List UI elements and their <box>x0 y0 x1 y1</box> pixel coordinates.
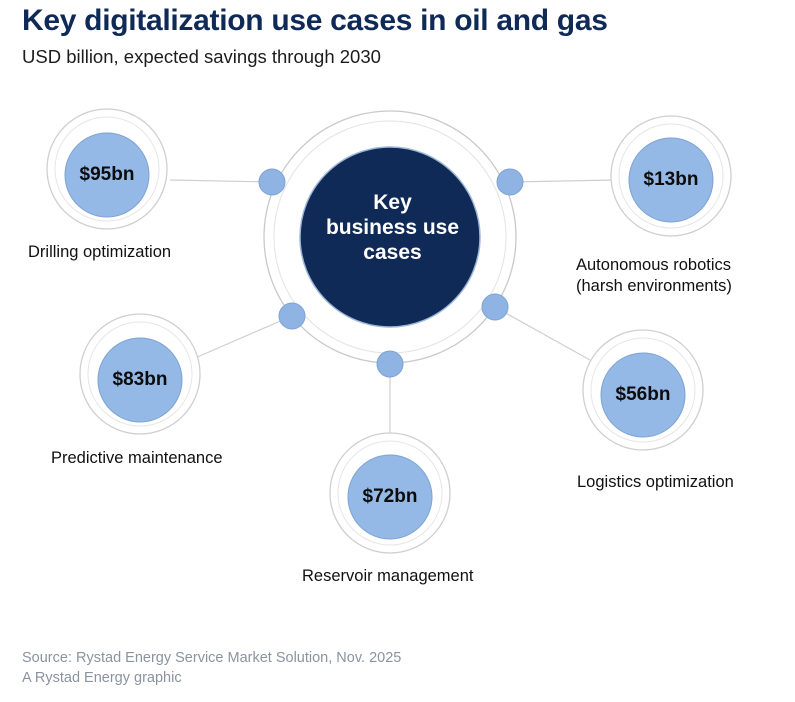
hub-node-maintenance <box>278 302 306 330</box>
central-hub <box>263 110 517 364</box>
value-autonomous-robotics: $13bn <box>643 169 699 190</box>
central-hub-line: Key <box>373 191 412 214</box>
hub-node-reservoir <box>376 350 404 378</box>
value-logistics-optimization: $56bn <box>615 384 671 405</box>
label-reservoir-management: Reservoir management <box>302 567 474 585</box>
label-logistics-optimization: Logistics optimization <box>577 473 734 491</box>
central-hub-line: business use <box>325 216 460 239</box>
central-hub-label: Key business use cases <box>300 190 485 265</box>
connector-drilling <box>169 179 273 183</box>
hub-node-drilling <box>258 168 286 196</box>
node-predictive-maintenance <box>79 313 201 435</box>
node-logistics-optimization <box>582 329 704 451</box>
hub-node-logistics <box>481 293 509 321</box>
label-predictive-maintenance: Predictive maintenance <box>51 449 223 467</box>
value-drilling-optimization: $95bn <box>79 164 135 185</box>
node-autonomous-robotics <box>610 115 732 237</box>
connector-robotics <box>509 179 616 183</box>
page-subtitle: USD billion, expected savings through 20… <box>22 46 381 67</box>
connector-logistics <box>494 306 591 361</box>
label-drilling-optimization: Drilling optimization <box>28 243 172 261</box>
node-drilling-optimization <box>46 108 168 230</box>
label-line: Autonomous robotics <box>576 256 732 274</box>
label-autonomous-robotics: Autonomous robotics (harsh environments) <box>576 255 732 297</box>
connector-maintenance <box>194 315 293 359</box>
node-reservoir-management <box>329 432 451 554</box>
page-title: Key digitalization use cases in oil and … <box>22 4 608 37</box>
credit-note: A Rystad Energy graphic <box>22 670 182 686</box>
value-predictive-maintenance: $83bn <box>112 369 168 390</box>
hub-node-robotics <box>496 168 524 196</box>
source-note: Source: Rystad Energy Service Market Sol… <box>22 650 402 666</box>
label-line: (harsh environments) <box>576 277 732 295</box>
central-hub-line: cases <box>363 241 422 264</box>
value-reservoir-management: $72bn <box>362 486 418 507</box>
